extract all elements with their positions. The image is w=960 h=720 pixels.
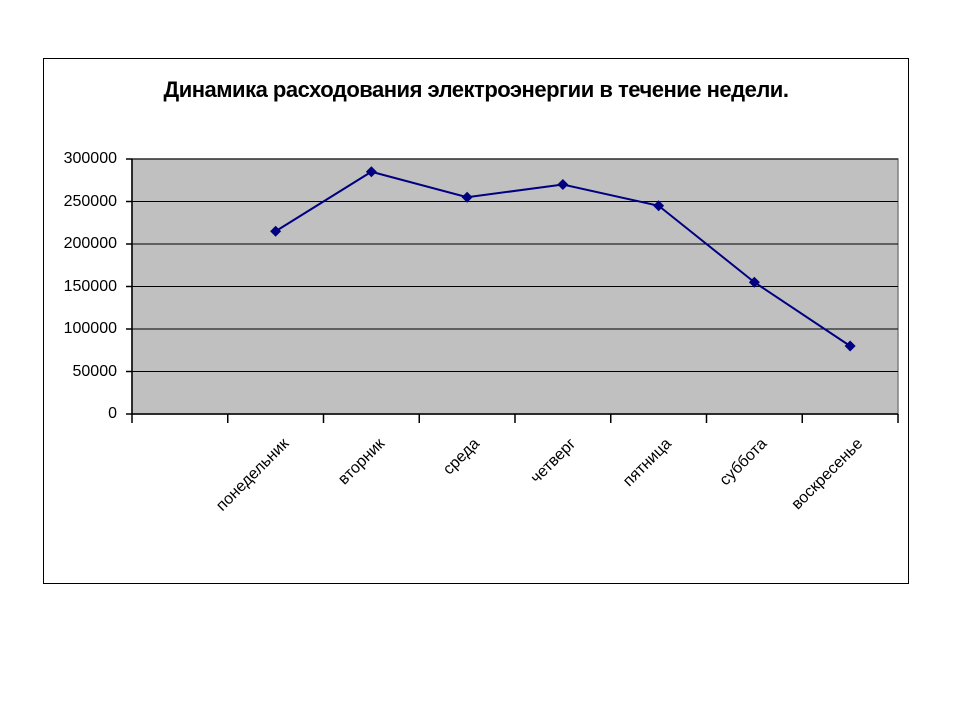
y-axis-label: 100000 [63,320,117,337]
data-point-marker [748,276,760,288]
data-point-marker [270,225,282,237]
chart-title: Динамика расходования электроэнергии в т… [163,77,789,102]
y-axis-label: 0 [108,405,117,422]
chart-frame: Динамика расходования электроэнергии в т… [43,58,909,584]
y-axis-label: 150000 [63,277,117,295]
y-axis-label: 50000 [72,362,118,380]
data-point-marker [461,191,473,203]
line-chart-plot [126,158,899,423]
data-point-marker [844,340,856,352]
data-point-marker [653,200,665,212]
data-point-marker [557,179,569,190]
y-axis-label: 250000 [63,192,117,210]
y-axis-label: 300000 [63,150,117,167]
y-axis-label: 200000 [63,235,117,252]
data-point-marker [365,166,377,178]
